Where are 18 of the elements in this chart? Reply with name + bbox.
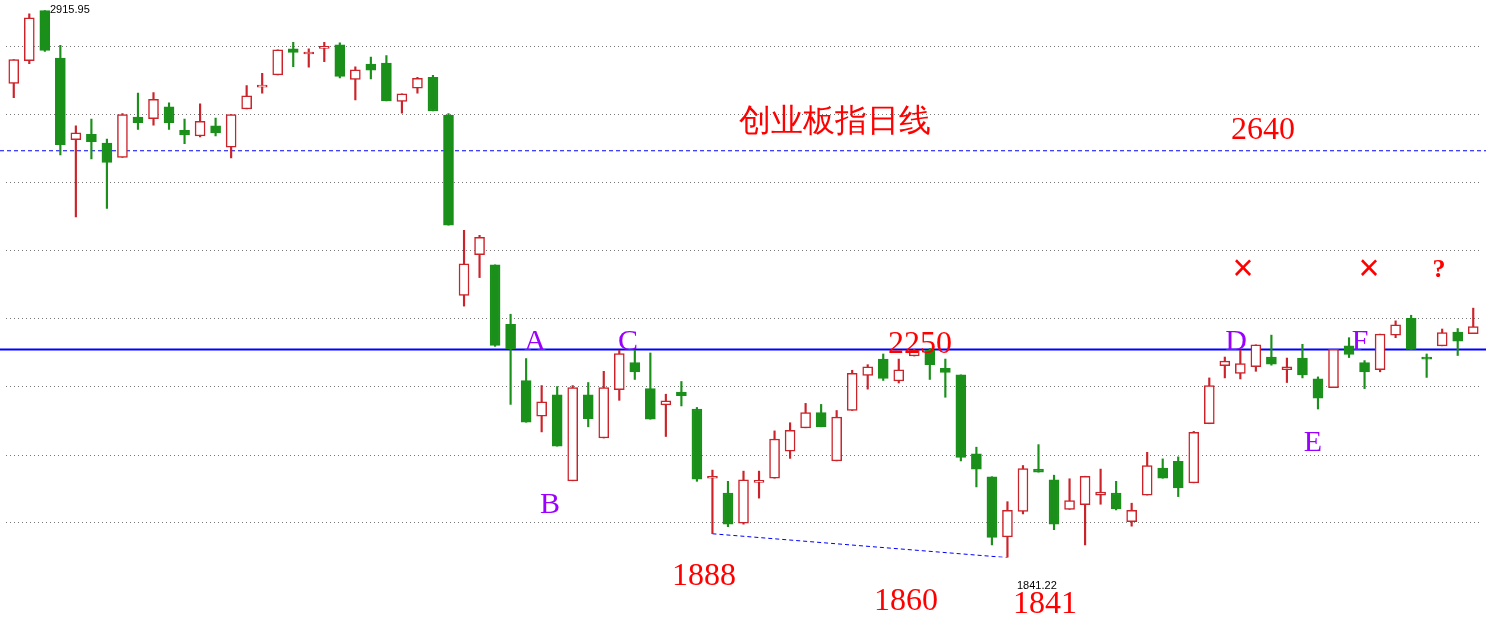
text: 1841.22 xyxy=(1017,579,1057,592)
annotation: 1888 xyxy=(672,556,736,593)
candlestick xyxy=(1033,444,1044,473)
annotation: ? xyxy=(1432,253,1446,283)
candlestick xyxy=(707,469,718,535)
annotation: F xyxy=(1351,322,1369,356)
annotation: × xyxy=(1358,246,1380,288)
annotation: A xyxy=(524,322,547,356)
annotation: C xyxy=(617,322,639,356)
candlestick xyxy=(1359,360,1370,389)
annotation: B xyxy=(539,485,561,519)
annotation: D xyxy=(1225,322,1247,356)
ref-line-label: 2640 xyxy=(1231,110,1295,147)
text: 创业板指日线 xyxy=(739,101,931,140)
annotation: × xyxy=(1232,246,1254,288)
text: 1860 xyxy=(874,581,938,618)
annotation: 2915.95 xyxy=(50,3,90,16)
annotation: E xyxy=(1303,423,1323,457)
